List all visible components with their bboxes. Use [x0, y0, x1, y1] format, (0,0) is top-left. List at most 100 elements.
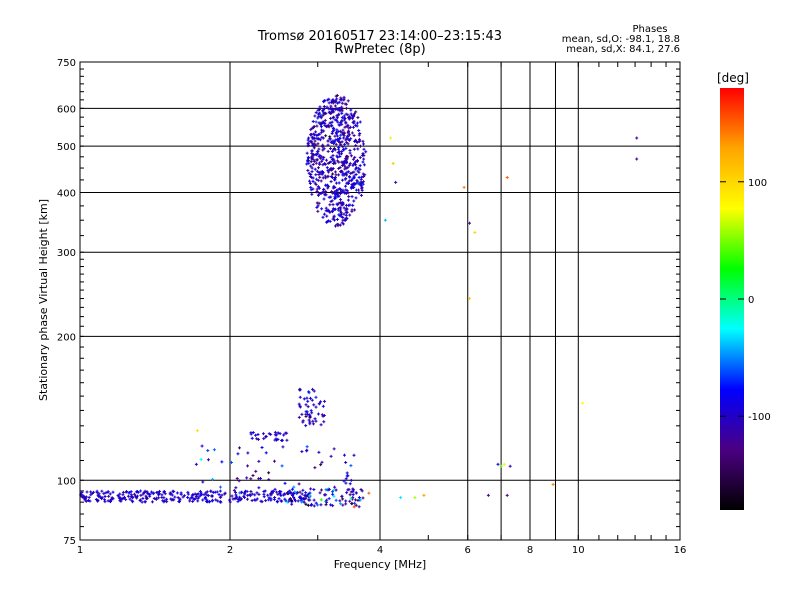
data-point	[234, 493, 238, 497]
data-point	[324, 176, 328, 180]
data-point	[333, 218, 337, 222]
data-point	[103, 498, 107, 502]
data-point	[360, 188, 364, 192]
data-point	[314, 405, 318, 409]
data-point	[211, 498, 215, 502]
data-point	[341, 222, 345, 226]
data-point	[194, 496, 198, 500]
data-point	[337, 147, 341, 151]
data-point	[293, 490, 297, 494]
data-point	[127, 491, 131, 495]
data-point	[296, 491, 300, 495]
data-point	[237, 479, 241, 483]
data-point	[340, 122, 344, 126]
data-point	[317, 171, 321, 175]
data-point	[104, 491, 108, 495]
data-point	[175, 491, 179, 495]
data-point	[357, 128, 361, 132]
data-point	[358, 144, 362, 148]
y-tick-label: 200	[57, 332, 76, 343]
data-point	[278, 492, 282, 496]
data-point	[80, 490, 84, 494]
data-point	[325, 214, 329, 218]
data-point	[311, 387, 315, 391]
data-point	[344, 502, 348, 506]
data-point	[139, 489, 143, 493]
data-point	[324, 190, 328, 194]
data-point	[347, 195, 351, 199]
data-point	[311, 136, 315, 140]
plot-frame	[79, 61, 681, 541]
data-point	[331, 139, 335, 143]
data-point	[148, 494, 152, 498]
data-point	[330, 120, 334, 124]
data-point	[292, 497, 296, 501]
data-point	[331, 172, 335, 176]
data-point	[348, 213, 352, 217]
data-point	[314, 120, 318, 124]
data-point	[256, 432, 260, 436]
data-point	[347, 181, 351, 185]
data-point	[249, 490, 253, 494]
data-point	[328, 147, 332, 151]
data-point	[310, 157, 314, 161]
data-point	[218, 489, 222, 493]
data-point	[329, 503, 333, 507]
data-point	[329, 100, 333, 104]
data-point	[329, 167, 333, 171]
data-point	[349, 112, 353, 116]
data-point	[227, 498, 231, 502]
data-point	[339, 96, 343, 100]
data-point	[326, 186, 330, 190]
data-point	[307, 390, 311, 394]
data-point	[356, 116, 360, 120]
data-point	[338, 107, 342, 111]
data-point	[340, 109, 344, 113]
data-point	[297, 402, 301, 406]
data-point	[342, 212, 346, 216]
data-point	[188, 499, 192, 503]
data-point	[316, 503, 320, 507]
data-point	[336, 188, 340, 192]
data-point	[111, 490, 115, 494]
data-point	[314, 111, 318, 115]
y-tick-labels: 75 100 200 300 400 500 600 750	[57, 58, 76, 547]
data-point	[264, 451, 268, 455]
data-point	[318, 108, 322, 112]
data-point	[325, 220, 329, 224]
data-point	[389, 136, 393, 140]
data-point	[308, 174, 312, 178]
data-point	[347, 170, 351, 174]
data-point	[144, 494, 148, 498]
data-point	[267, 498, 271, 502]
data-point	[306, 503, 310, 507]
data-point	[306, 412, 310, 416]
data-point	[272, 459, 276, 463]
data-point	[319, 488, 323, 492]
data-point	[223, 491, 227, 495]
data-point	[352, 181, 356, 185]
data-point	[341, 188, 345, 192]
data-point	[316, 204, 320, 208]
y-tick-label: 500	[57, 142, 76, 153]
data-point	[107, 494, 111, 498]
data-point	[326, 219, 330, 223]
data-point	[333, 485, 337, 489]
data-point	[196, 499, 200, 503]
data-point	[361, 160, 365, 164]
data-point	[330, 190, 334, 194]
data-point	[302, 397, 306, 401]
data-point	[335, 128, 339, 132]
y-tick-label: 400	[57, 188, 76, 199]
data-point	[165, 500, 169, 504]
data-point	[308, 491, 312, 495]
data-point	[235, 477, 239, 481]
data-point	[318, 132, 322, 136]
data-point	[338, 223, 342, 227]
data-point	[356, 498, 360, 502]
data-point	[355, 124, 359, 128]
data-point	[314, 395, 318, 399]
data-point	[334, 196, 338, 200]
data-point	[581, 401, 585, 405]
data-point	[348, 161, 352, 165]
